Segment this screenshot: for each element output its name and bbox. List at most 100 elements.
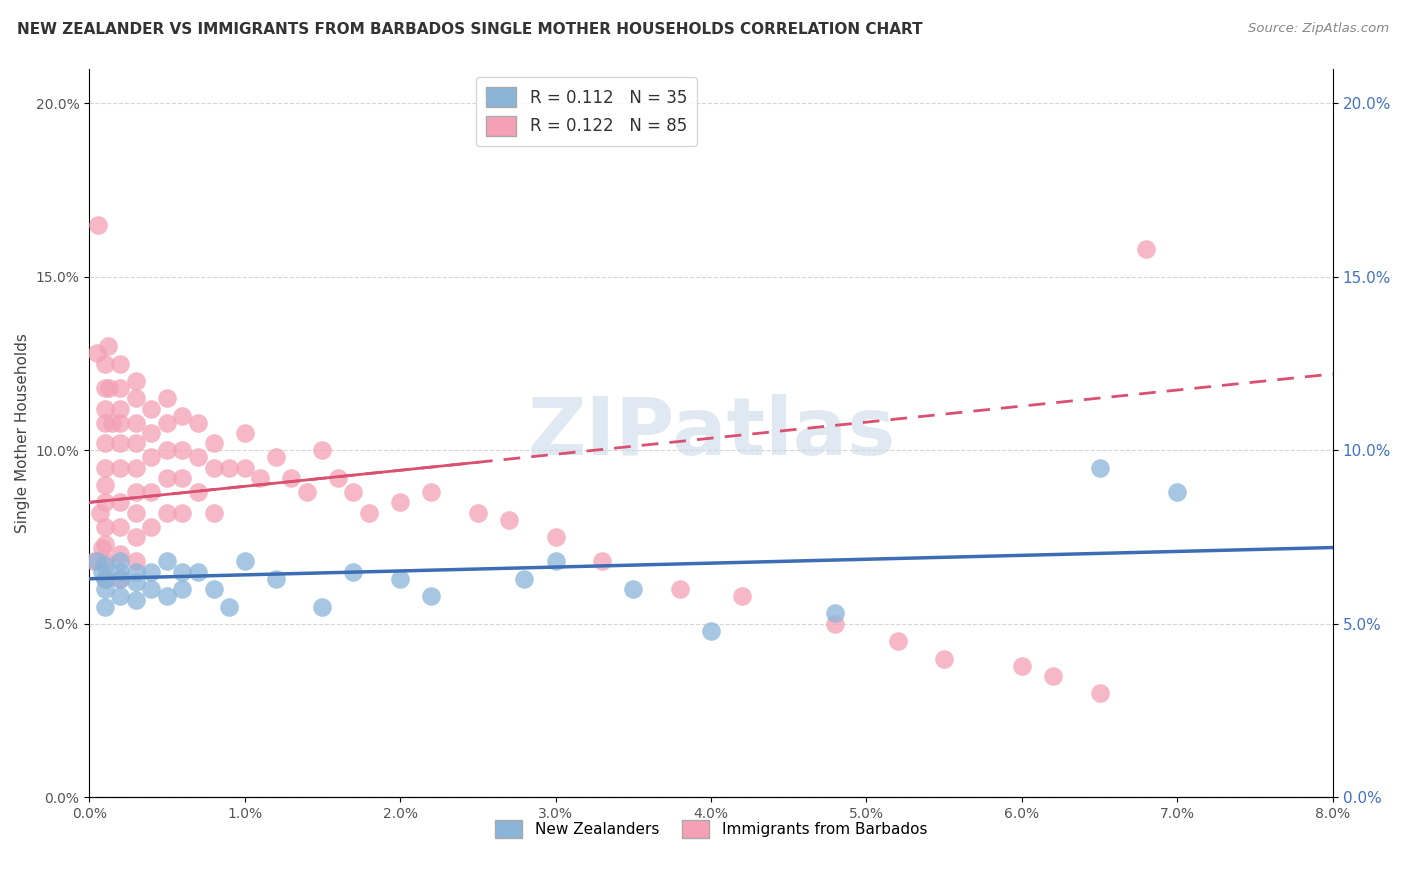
Point <box>110 495 132 509</box>
Point <box>591 554 613 568</box>
Point <box>187 565 209 579</box>
Point <box>110 381 132 395</box>
Point <box>125 575 148 590</box>
Point <box>172 443 194 458</box>
Point <box>93 537 115 551</box>
Point <box>125 554 148 568</box>
Point <box>311 443 333 458</box>
Point <box>125 436 148 450</box>
Point <box>110 416 132 430</box>
Point <box>93 478 115 492</box>
Point <box>467 506 489 520</box>
Point <box>110 554 132 568</box>
Legend: New Zealanders, Immigrants from Barbados: New Zealanders, Immigrants from Barbados <box>489 814 934 845</box>
Point <box>233 460 256 475</box>
Point <box>141 450 163 465</box>
Point <box>420 589 443 603</box>
Point <box>513 572 536 586</box>
Point <box>156 589 179 603</box>
Point <box>93 401 115 416</box>
Point <box>187 416 209 430</box>
Point <box>172 471 194 485</box>
Point <box>83 554 105 568</box>
Point <box>187 485 209 500</box>
Y-axis label: Single Mother Households: Single Mother Households <box>15 333 30 533</box>
Point <box>824 607 846 621</box>
Point <box>125 485 148 500</box>
Point <box>101 416 124 430</box>
Point <box>125 592 148 607</box>
Point <box>172 582 194 597</box>
Point <box>89 506 111 520</box>
Point <box>824 616 846 631</box>
Point <box>97 339 120 353</box>
Point <box>93 416 115 430</box>
Point <box>172 565 194 579</box>
Point <box>125 506 148 520</box>
Point <box>156 471 179 485</box>
Point <box>93 572 115 586</box>
Point <box>86 346 108 360</box>
Point <box>110 357 132 371</box>
Point <box>93 599 115 614</box>
Point <box>110 572 132 586</box>
Point <box>342 485 364 500</box>
Point <box>93 381 115 395</box>
Point <box>544 554 567 568</box>
Point <box>886 634 908 648</box>
Point <box>93 572 115 586</box>
Point <box>172 506 194 520</box>
Point <box>125 530 148 544</box>
Point <box>125 374 148 388</box>
Point <box>93 558 115 572</box>
Point <box>90 541 112 555</box>
Point <box>125 416 148 430</box>
Point <box>110 460 132 475</box>
Point <box>389 495 412 509</box>
Point <box>156 443 179 458</box>
Point <box>110 436 132 450</box>
Point <box>218 599 240 614</box>
Point <box>700 624 723 638</box>
Point <box>87 218 110 232</box>
Point <box>110 565 132 579</box>
Point <box>326 471 349 485</box>
Point <box>233 554 256 568</box>
Point <box>110 548 132 562</box>
Point <box>93 582 115 597</box>
Text: NEW ZEALANDER VS IMMIGRANTS FROM BARBADOS SINGLE MOTHER HOUSEHOLDS CORRELATION C: NEW ZEALANDER VS IMMIGRANTS FROM BARBADO… <box>17 22 922 37</box>
Point <box>498 513 520 527</box>
Point <box>280 471 302 485</box>
Point <box>233 425 256 440</box>
Point <box>98 381 121 395</box>
Point <box>311 599 333 614</box>
Point <box>264 572 287 586</box>
Point <box>249 471 271 485</box>
Point <box>156 506 179 520</box>
Point <box>264 450 287 465</box>
Point <box>295 485 318 500</box>
Point <box>202 506 225 520</box>
Point <box>202 460 225 475</box>
Point <box>110 572 132 586</box>
Point <box>125 565 148 579</box>
Point <box>141 401 163 416</box>
Text: ZIPatlas: ZIPatlas <box>527 394 896 472</box>
Point <box>420 485 443 500</box>
Point <box>156 391 179 405</box>
Point <box>202 436 225 450</box>
Point <box>86 554 108 568</box>
Point <box>1011 658 1033 673</box>
Point <box>202 582 225 597</box>
Text: Source: ZipAtlas.com: Source: ZipAtlas.com <box>1249 22 1389 36</box>
Point <box>125 460 148 475</box>
Point <box>731 589 754 603</box>
Point <box>141 425 163 440</box>
Point <box>90 565 112 579</box>
Point <box>357 506 380 520</box>
Point <box>93 519 115 533</box>
Point <box>156 416 179 430</box>
Point <box>172 409 194 423</box>
Point <box>110 519 132 533</box>
Point <box>93 554 115 568</box>
